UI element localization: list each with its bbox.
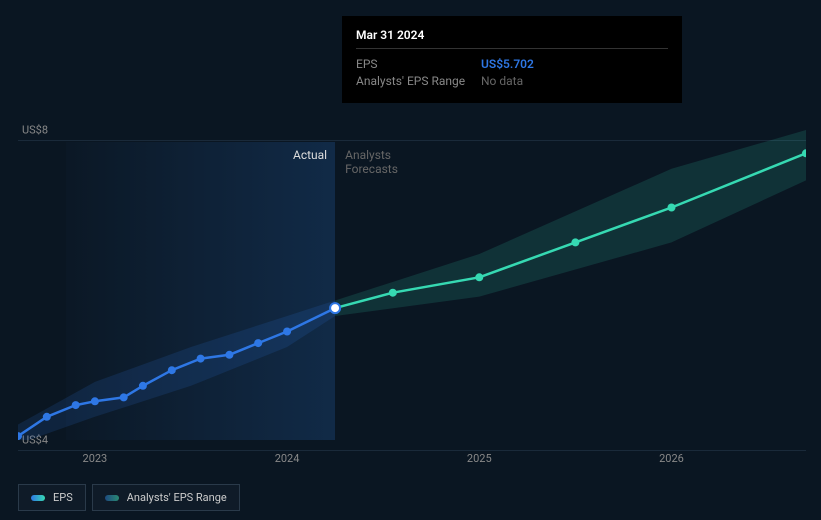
data-point[interactable] (197, 355, 205, 363)
data-point[interactable] (120, 393, 128, 401)
legend-item[interactable]: Analysts' EPS Range (92, 484, 240, 511)
data-point[interactable] (72, 401, 80, 409)
gridline (18, 450, 806, 451)
tooltip-date: Mar 31 2024 (356, 28, 668, 42)
data-point[interactable] (283, 328, 291, 336)
data-point[interactable] (389, 289, 397, 297)
x-axis-label: 2024 (275, 452, 300, 465)
legend-swatch (105, 495, 119, 501)
x-axis-label: 2023 (83, 452, 108, 465)
data-point[interactable] (571, 238, 579, 246)
eps-chart: Mar 31 2024 EPSUS$5.702Analysts' EPS Ran… (0, 0, 821, 520)
tooltip-row: EPSUS$5.702 (356, 57, 668, 71)
data-point[interactable] (43, 413, 51, 421)
chart-tooltip: Mar 31 2024 EPSUS$5.702Analysts' EPS Ran… (342, 16, 682, 103)
legend-swatch (31, 495, 45, 501)
tooltip-row-value: No data (481, 74, 523, 88)
x-axis-label: 2026 (659, 452, 684, 465)
tooltip-row-label: Analysts' EPS Range (356, 74, 481, 88)
tooltip-row-value: US$5.702 (481, 57, 534, 71)
data-point[interactable] (668, 204, 676, 212)
range-area (18, 301, 335, 441)
legend: EPS Analysts' EPS Range (18, 484, 240, 511)
data-point[interactable] (254, 339, 262, 347)
range-area (335, 130, 806, 316)
tooltip-row-label: EPS (356, 57, 481, 71)
legend-label: EPS (53, 491, 73, 504)
legend-item[interactable]: EPS (18, 484, 86, 511)
data-point[interactable] (330, 303, 340, 313)
data-point[interactable] (475, 273, 483, 281)
x-axis-label: 2025 (467, 452, 492, 465)
tooltip-row: Analysts' EPS RangeNo data (356, 74, 668, 88)
data-point[interactable] (139, 382, 147, 390)
legend-label: Analysts' EPS Range (127, 491, 227, 504)
tooltip-divider (356, 48, 668, 49)
data-point[interactable] (91, 397, 99, 405)
plot-svg (18, 130, 806, 440)
plot-area[interactable]: US$8US$4 Actual Analysts Forecasts (18, 130, 806, 440)
data-point[interactable] (168, 366, 176, 374)
data-point[interactable] (225, 351, 233, 359)
